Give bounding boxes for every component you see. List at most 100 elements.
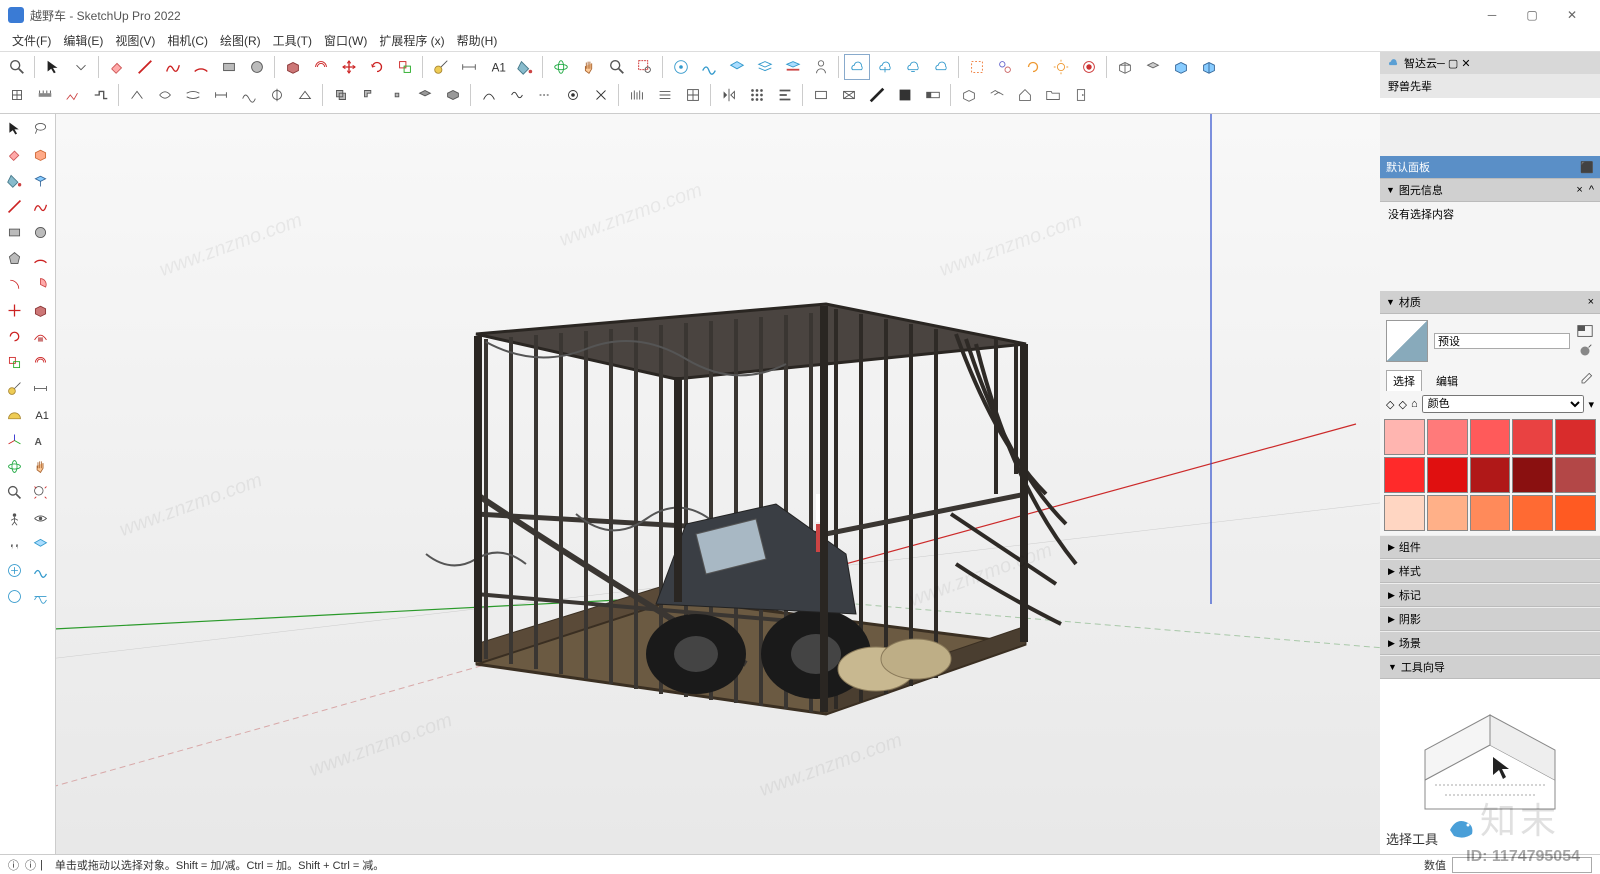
layer-vis-icon[interactable] xyxy=(780,54,806,80)
front-view-icon[interactable] xyxy=(1168,54,1194,80)
swatch[interactable] xyxy=(1384,457,1425,493)
cloud-b-icon[interactable] xyxy=(872,54,898,80)
mirror-icon[interactable] xyxy=(716,82,742,108)
entity-info-header[interactable]: ▼ 图元信息 ×^ xyxy=(1380,179,1600,202)
materials-header[interactable]: ▼ 材质 × xyxy=(1380,291,1600,314)
swatch[interactable] xyxy=(1512,457,1553,493)
fence-1-icon[interactable] xyxy=(624,82,650,108)
pushpull-icon[interactable] xyxy=(280,54,306,80)
lt-lasso-icon[interactable] xyxy=(28,116,53,141)
lt-sample-icon[interactable] xyxy=(28,168,53,193)
lt-move-icon[interactable] xyxy=(2,298,27,323)
folder-icon[interactable] xyxy=(1040,82,1066,108)
tape-measure-icon[interactable] xyxy=(428,54,454,80)
lt-rotate-icon[interactable] xyxy=(2,324,27,349)
swatch[interactable] xyxy=(1555,495,1596,531)
menu-tools[interactable]: 工具(T) xyxy=(267,30,318,51)
gears-icon[interactable] xyxy=(992,54,1018,80)
house-icon[interactable] xyxy=(1012,82,1038,108)
maximize-button[interactable]: ▢ xyxy=(1512,1,1552,29)
door-icon[interactable] xyxy=(1068,82,1094,108)
swatch[interactable] xyxy=(1470,457,1511,493)
instructor-header[interactable]: ▼工具向导 xyxy=(1380,655,1600,679)
menu-file[interactable]: 文件(F) xyxy=(6,30,57,51)
swatch[interactable] xyxy=(1427,495,1468,531)
eyedropper-icon[interactable] xyxy=(1578,371,1594,387)
material-category-select[interactable]: 颜色 xyxy=(1422,395,1585,413)
selection-box-icon[interactable] xyxy=(964,54,990,80)
cloud-a-icon[interactable] xyxy=(844,54,870,80)
lt-look-icon[interactable] xyxy=(28,506,53,531)
entity-info-pin-icon[interactable]: × xyxy=(1576,184,1582,196)
lt-orbit-icon[interactable] xyxy=(2,454,27,479)
lt-ext2-icon[interactable] xyxy=(28,558,53,583)
styles-header[interactable]: ▶样式 xyxy=(1380,559,1600,583)
record-icon[interactable] xyxy=(1076,54,1102,80)
refresh-icon[interactable] xyxy=(1020,54,1046,80)
walk-icon[interactable] xyxy=(696,54,722,80)
lt-scale-icon[interactable] xyxy=(2,350,27,375)
curve-3-icon[interactable] xyxy=(532,82,558,108)
cloud-c-icon[interactable] xyxy=(900,54,926,80)
swatch[interactable] xyxy=(1470,419,1511,455)
lt-offset-icon[interactable] xyxy=(28,350,53,375)
ext-7-icon[interactable] xyxy=(292,82,318,108)
default-panel-close-icon[interactable]: ⬛ xyxy=(1580,161,1594,174)
style-1-icon[interactable] xyxy=(808,82,834,108)
lt-pie-icon[interactable] xyxy=(28,272,53,297)
top-view-icon[interactable] xyxy=(1140,54,1166,80)
dropdown-icon[interactable] xyxy=(68,54,94,80)
nav-menu-icon[interactable]: ▾ xyxy=(1588,398,1594,411)
dimension-icon[interactable] xyxy=(456,54,482,80)
nav-home-icon[interactable]: ⌂ xyxy=(1411,398,1418,410)
material-create-icon[interactable] xyxy=(1576,343,1594,359)
cloud-close-icon[interactable]: ✕ xyxy=(1461,58,1470,70)
iso-view-icon[interactable] xyxy=(1112,54,1138,80)
fence-2-icon[interactable] xyxy=(652,82,678,108)
lt-arc-icon[interactable] xyxy=(28,246,53,271)
shadows-header[interactable]: ▶阴影 xyxy=(1380,607,1600,631)
viewport[interactable]: www.znzmo.com www.znzmo.com www.znzmo.co… xyxy=(56,114,1380,854)
offset-icon[interactable] xyxy=(308,54,334,80)
lt-make-comp-icon[interactable] xyxy=(28,142,53,167)
tab-edit[interactable]: 编辑 xyxy=(1430,371,1464,391)
scene-multi-icon[interactable] xyxy=(984,82,1010,108)
solid-union-icon[interactable] xyxy=(328,82,354,108)
lt-ext3-icon[interactable] xyxy=(2,584,27,609)
lt-pan-icon[interactable] xyxy=(28,454,53,479)
menu-draw[interactable]: 绘图(R) xyxy=(214,30,267,51)
arc-tool-icon[interactable] xyxy=(188,54,214,80)
menu-edit[interactable]: 编辑(E) xyxy=(57,30,109,51)
zoom-window-icon[interactable] xyxy=(632,54,658,80)
lt-zoom-icon[interactable] xyxy=(2,480,27,505)
cloud-min-icon[interactable]: ─ xyxy=(1437,58,1445,70)
swatch[interactable] xyxy=(1384,495,1425,531)
entity-info-up-icon[interactable]: ^ xyxy=(1589,184,1594,196)
tool2-4-icon[interactable] xyxy=(88,82,114,108)
zoom-extents-icon[interactable] xyxy=(4,54,30,80)
freehand-icon[interactable] xyxy=(160,54,186,80)
lt-polygon-icon[interactable] xyxy=(2,246,27,271)
lt-zoomext-icon[interactable] xyxy=(28,480,53,505)
position-camera-icon[interactable] xyxy=(668,54,694,80)
lt-protractor-icon[interactable] xyxy=(2,402,27,427)
lt-followme-icon[interactable] xyxy=(28,324,53,349)
nav-back-icon[interactable]: ◇ xyxy=(1386,398,1394,411)
solid-split-icon[interactable] xyxy=(440,82,466,108)
lt-pushpull-icon[interactable] xyxy=(28,298,53,323)
ext-4-icon[interactable] xyxy=(208,82,234,108)
circle-tool-icon[interactable] xyxy=(244,54,270,80)
tool2-3-icon[interactable] xyxy=(60,82,86,108)
style-2-icon[interactable] xyxy=(836,82,862,108)
menu-camera[interactable]: 相机(C) xyxy=(161,30,214,51)
select-tool-icon[interactable] xyxy=(40,54,66,80)
swatch[interactable] xyxy=(1470,495,1511,531)
tool2-2-icon[interactable] xyxy=(32,82,58,108)
move-tool-icon[interactable] xyxy=(336,54,362,80)
back-view-icon[interactable] xyxy=(1196,54,1222,80)
lt-3dtext-icon[interactable]: A xyxy=(28,428,53,453)
lt-paint-icon[interactable] xyxy=(2,168,27,193)
ext-3-icon[interactable] xyxy=(180,82,206,108)
style-4-icon[interactable] xyxy=(892,82,918,108)
layers-icon[interactable] xyxy=(752,54,778,80)
